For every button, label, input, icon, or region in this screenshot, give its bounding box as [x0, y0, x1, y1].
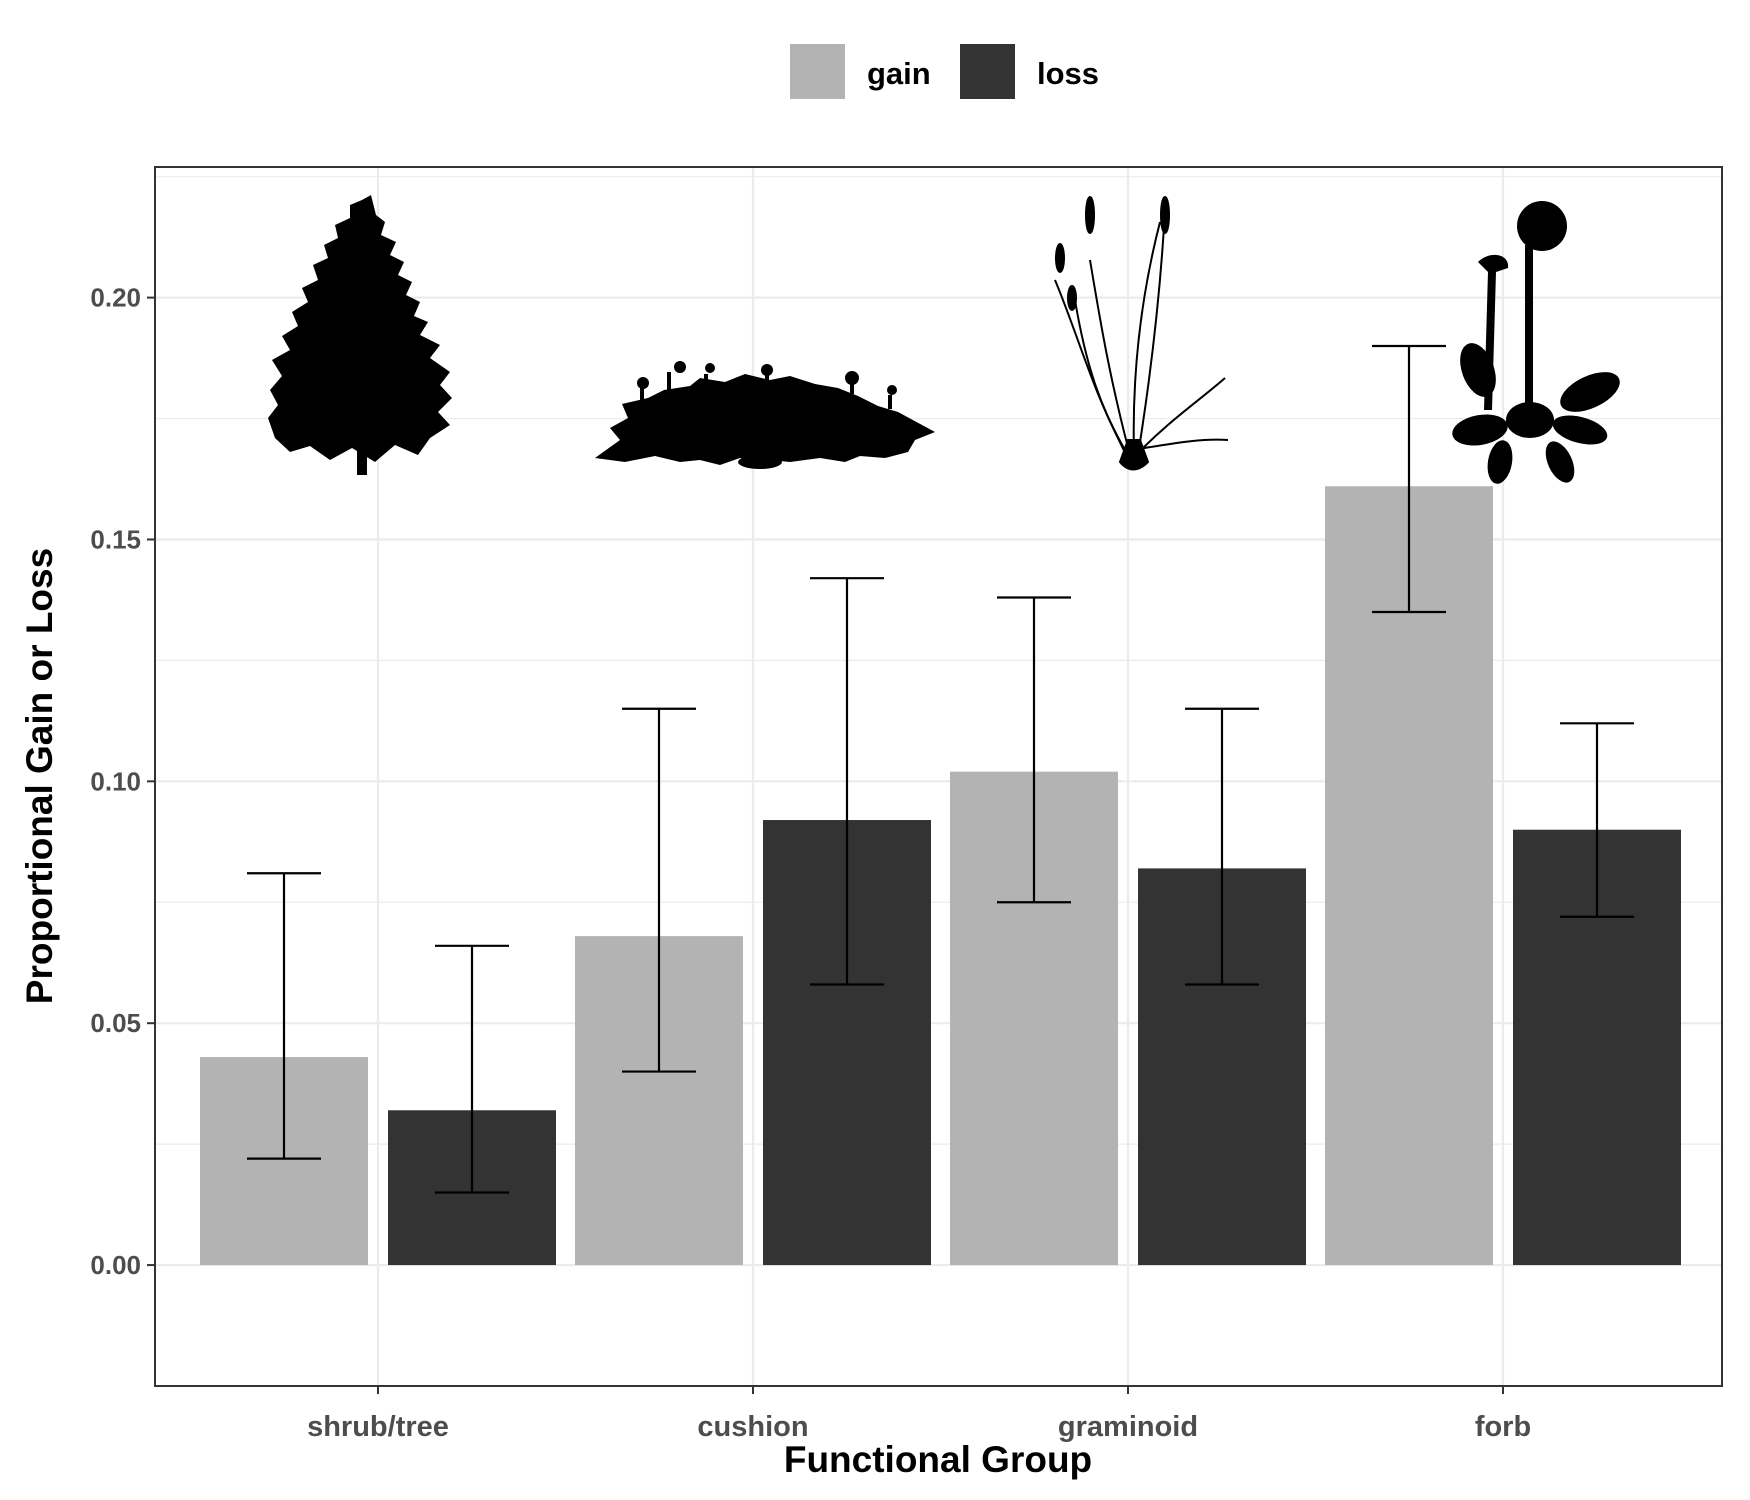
cushion-plant-icon [595, 361, 935, 469]
y-tick-label: 0.10 [90, 766, 141, 796]
flower-icon [1452, 201, 1620, 484]
x-tick-label: graminoid [1058, 1411, 1198, 1443]
y-tick-label: 0.20 [90, 283, 141, 313]
legend: gain loss [790, 44, 1099, 99]
x-axis: shrub/tree cushion graminoid forb [307, 1386, 1531, 1443]
y-tick-label: 0.00 [90, 1250, 141, 1280]
y-tick-label: 0.05 [90, 1008, 141, 1038]
bar-gain-3 [1325, 486, 1493, 1266]
x-axis-title: Functional Group [784, 1439, 1092, 1480]
error-bars [247, 344, 1634, 1194]
legend-key-gain [790, 44, 845, 99]
x-tick-label: forb [1475, 1411, 1531, 1443]
grass-icon [1054, 196, 1229, 471]
y-axis-title: Proportional Gain or Loss [19, 548, 60, 1004]
x-tick-label: cushion [697, 1411, 808, 1443]
legend-label-gain: gain [867, 56, 931, 91]
legend-key-loss [960, 44, 1015, 99]
conifer-tree-icon [268, 195, 452, 475]
x-tick-label: shrub/tree [307, 1411, 449, 1443]
y-axis: 0.00 0.05 0.10 0.15 0.20 [90, 283, 155, 1280]
plot-border [154, 166, 1723, 1387]
y-tick-label: 0.15 [90, 524, 141, 554]
legend-label-loss: loss [1037, 56, 1099, 91]
